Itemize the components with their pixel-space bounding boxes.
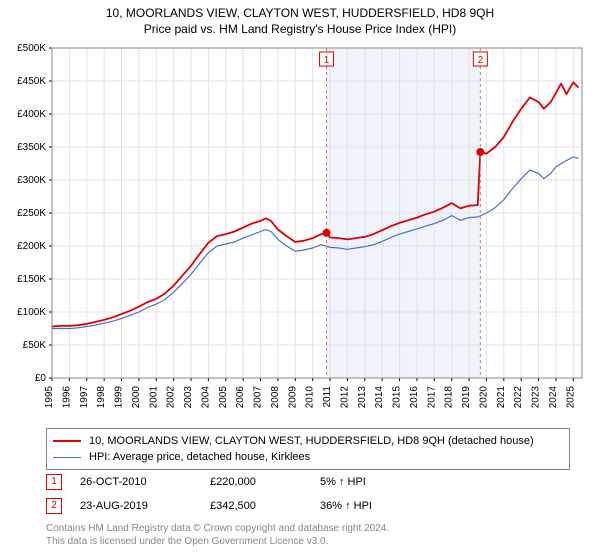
svg-text:2005: 2005 (218, 386, 229, 409)
legend-label-hpi: HPI: Average price, detached house, Kirk… (89, 449, 310, 465)
marker-badge-2: 2 (46, 498, 62, 514)
legend-label-property: 10, MOORLANDS VIEW, CLAYTON WEST, HUDDER… (89, 433, 534, 449)
page: 10, MOORLANDS VIEW, CLAYTON WEST, HUDDER… (0, 0, 600, 560)
legend-swatch-red (53, 440, 81, 442)
svg-text:£500K: £500K (17, 43, 46, 54)
attribution-line1: Contains HM Land Registry data © Crown c… (46, 522, 556, 535)
svg-text:2003: 2003 (183, 386, 194, 409)
attribution-line2: This data is licensed under the Open Gov… (46, 535, 556, 548)
svg-text:2022: 2022 (513, 386, 524, 409)
legend-row-hpi: HPI: Average price, detached house, Kirk… (53, 449, 563, 465)
svg-text:2013: 2013 (357, 386, 368, 409)
svg-text:£0: £0 (35, 373, 47, 384)
marker-pct-1: 5% ↑ HPI (320, 476, 366, 488)
svg-text:2025: 2025 (565, 386, 576, 409)
marker-price-1: £220,000 (210, 476, 320, 488)
svg-text:£350K: £350K (17, 142, 46, 153)
svg-text:2018: 2018 (444, 386, 455, 409)
marker-price-2: £342,500 (210, 500, 320, 512)
attribution: Contains HM Land Registry data © Crown c… (46, 522, 556, 548)
svg-text:£100K: £100K (17, 307, 46, 318)
svg-text:1995: 1995 (44, 386, 55, 409)
price-chart: £0 £50K £100K £150K £200K £250K £300K £350K £400… (8, 42, 592, 420)
svg-text:2008: 2008 (270, 386, 281, 409)
svg-text:2012: 2012 (339, 386, 350, 409)
svg-text:£450K: £450K (17, 76, 46, 87)
svg-text:2016: 2016 (409, 386, 420, 409)
marker-table: 1 26-OCT-2010 £220,000 5% ↑ HPI 2 23-AUG… (46, 470, 556, 518)
title-subtitle: Price paid vs. HM Land Registry's House … (0, 20, 600, 36)
svg-text:1: 1 (324, 55, 330, 66)
marker-row-1: 1 26-OCT-2010 £220,000 5% ↑ HPI (46, 470, 556, 494)
svg-text:2023: 2023 (531, 386, 542, 409)
svg-text:2001: 2001 (148, 386, 159, 409)
svg-text:2015: 2015 (392, 386, 403, 409)
svg-text:£150K: £150K (17, 274, 46, 285)
marker-badge-1: 1 (46, 474, 62, 490)
svg-text:2010: 2010 (305, 386, 316, 409)
svg-text:2021: 2021 (496, 386, 507, 409)
marker-date-1: 26-OCT-2010 (80, 476, 210, 488)
svg-text:2006: 2006 (235, 386, 246, 409)
svg-text:2024: 2024 (548, 386, 559, 409)
legend-swatch-blue (53, 457, 81, 458)
chart-svg: £0 £50K £100K £150K £200K £250K £300K £350K £400… (8, 42, 592, 420)
svg-text:2004: 2004 (200, 386, 211, 409)
svg-text:2019: 2019 (461, 386, 472, 409)
svg-text:£250K: £250K (17, 208, 46, 219)
svg-text:2: 2 (478, 55, 484, 66)
svg-text:2017: 2017 (426, 386, 437, 409)
marker-date-2: 23-AUG-2019 (80, 500, 210, 512)
svg-text:1997: 1997 (79, 386, 90, 409)
svg-text:2007: 2007 (253, 386, 264, 409)
marker-row-2: 2 23-AUG-2019 £342,500 36% ↑ HPI (46, 494, 556, 518)
svg-text:2009: 2009 (287, 386, 298, 409)
svg-text:£200K: £200K (17, 241, 46, 252)
svg-text:2002: 2002 (166, 386, 177, 409)
svg-text:1998: 1998 (96, 386, 107, 409)
legend-row-property: 10, MOORLANDS VIEW, CLAYTON WEST, HUDDER… (53, 433, 563, 449)
svg-text:1996: 1996 (61, 386, 72, 409)
svg-text:£50K: £50K (23, 340, 47, 351)
svg-text:1999: 1999 (114, 386, 125, 409)
svg-text:£400K: £400K (17, 109, 46, 120)
svg-text:2011: 2011 (322, 386, 333, 408)
svg-text:2020: 2020 (478, 386, 489, 409)
title-address: 10, MOORLANDS VIEW, CLAYTON WEST, HUDDER… (0, 0, 600, 20)
marker-pct-2: 36% ↑ HPI (320, 500, 372, 512)
svg-text:2000: 2000 (131, 386, 142, 409)
svg-text:£300K: £300K (17, 175, 46, 186)
legend: 10, MOORLANDS VIEW, CLAYTON WEST, HUDDER… (46, 428, 570, 470)
svg-text:2014: 2014 (374, 386, 385, 409)
